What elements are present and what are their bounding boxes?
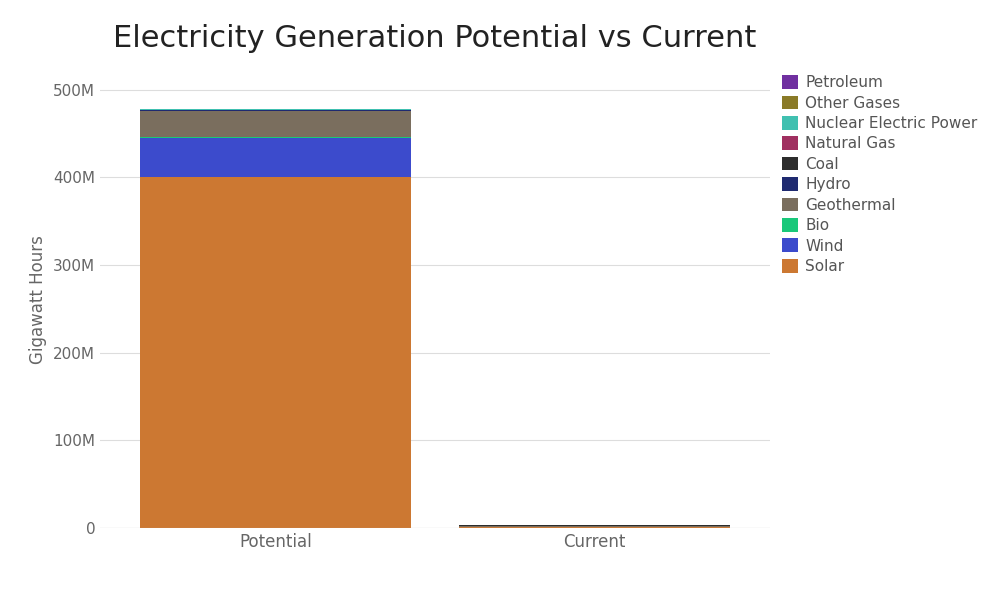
- Bar: [140, 177, 411, 528]
- Bar: [459, 527, 730, 528]
- Legend: Petroleum, Other Gases, Nuclear Electric Power, Natural Gas, Coal, Hydro, Geothe: Petroleum, Other Gases, Nuclear Electric…: [778, 71, 982, 278]
- Bar: [140, 111, 411, 137]
- Y-axis label: Gigawatt Hours: Gigawatt Hours: [29, 236, 47, 364]
- Bar: [140, 110, 411, 111]
- Title: Electricity Generation Potential vs Current: Electricity Generation Potential vs Curr…: [113, 24, 757, 53]
- Bar: [140, 138, 411, 177]
